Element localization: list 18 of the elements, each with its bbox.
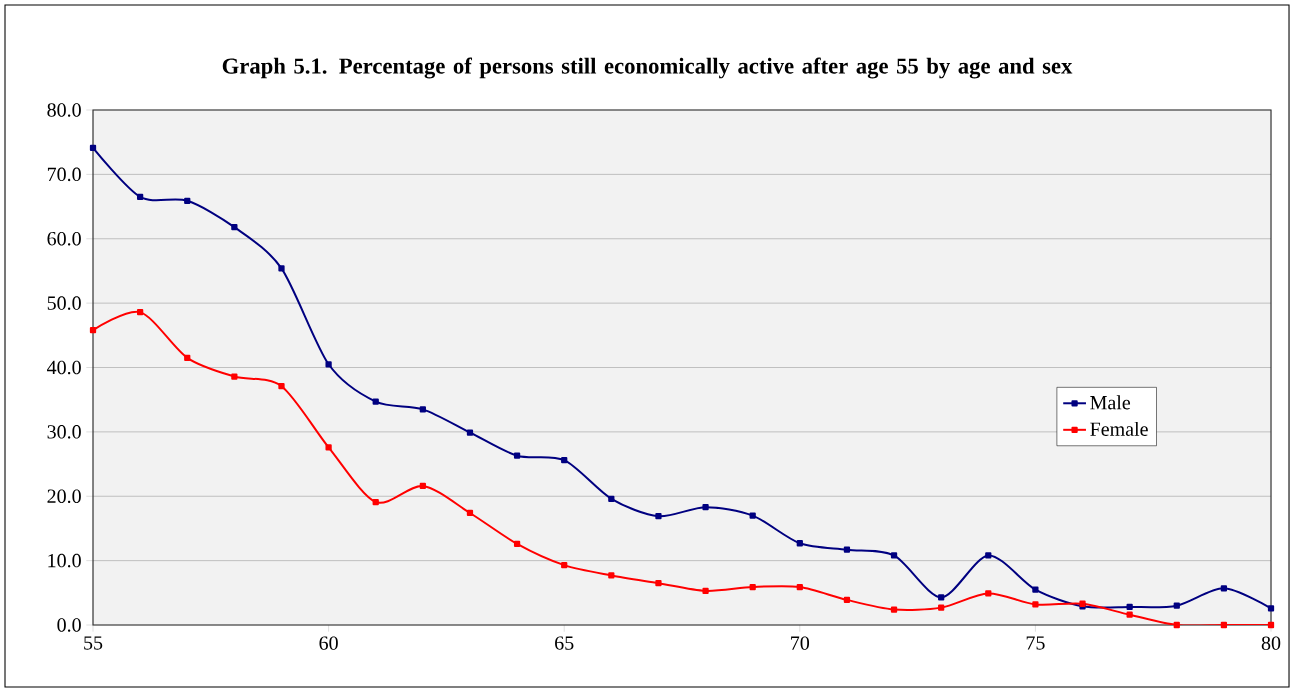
x-tick-label: 70 [791, 636, 810, 650]
legend-label: Male [1090, 395, 1131, 410]
x-tick-label: 75 [1026, 636, 1045, 650]
x-tick-label: 60 [319, 636, 338, 650]
x-tick-label: 55 [84, 636, 103, 650]
x-tick-label: 65 [555, 636, 574, 650]
x-tick-label: 80 [1261, 636, 1281, 650]
y-tick-label: 60.0 [47, 231, 81, 246]
chart-title: Graph 5.1. Percentage of persons still economically active after age 55 by age and sex [222, 57, 1073, 79]
legend-label: Female [1090, 421, 1148, 436]
y-tick-label: 20.0 [47, 489, 81, 504]
y-tick-label: 30.0 [47, 425, 81, 439]
y-tick-label: 70.0 [47, 167, 81, 182]
y-tick-label: 10.0 [48, 553, 81, 568]
y-tick-label: 0.0 [57, 618, 81, 632]
y-tick-label: 40.0 [47, 360, 81, 375]
y-tick-label: 80.0 [47, 103, 81, 117]
y-tick-label: 50.0 [47, 296, 81, 310]
